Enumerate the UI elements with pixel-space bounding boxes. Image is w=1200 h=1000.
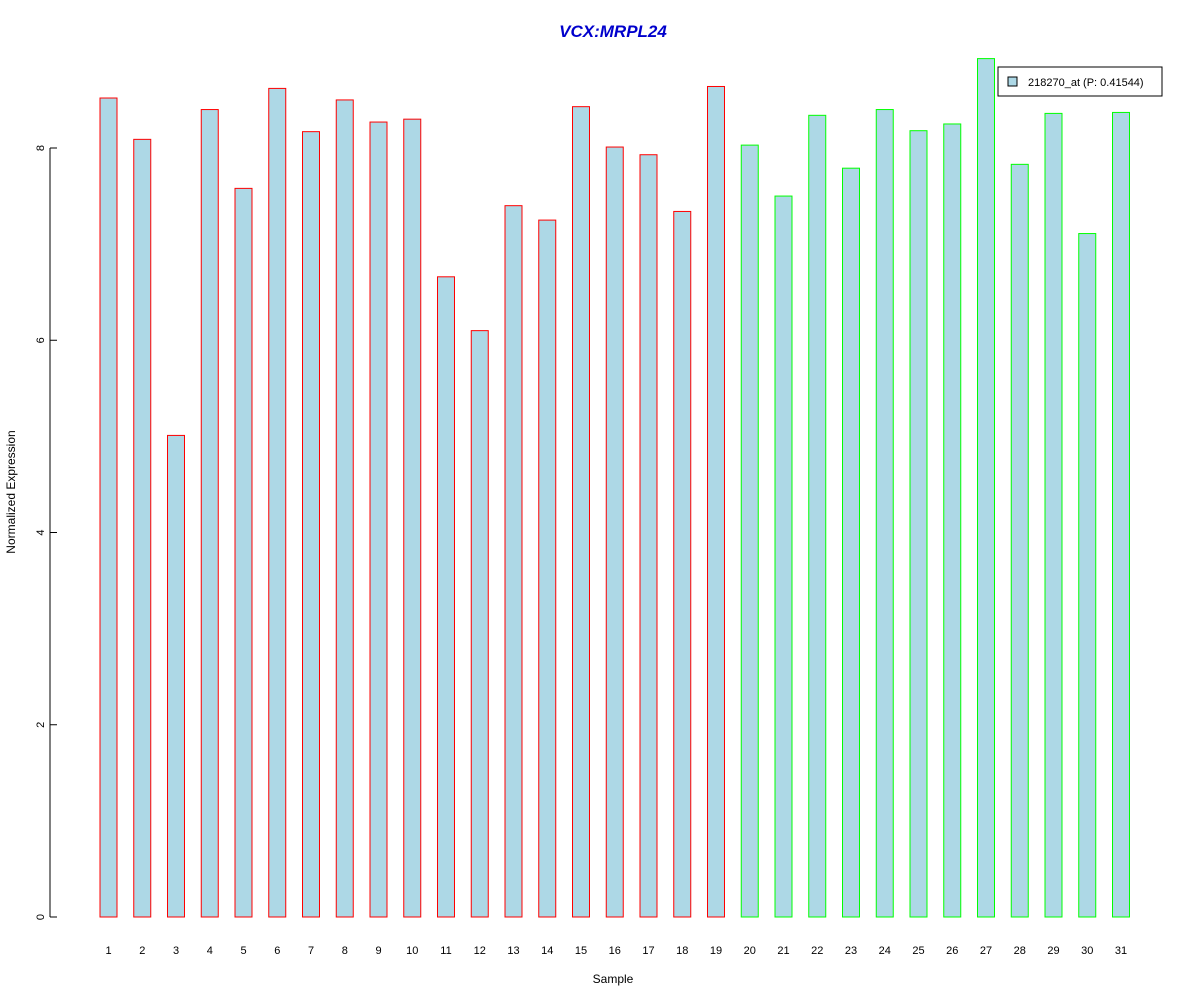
x-tick-label: 2 — [139, 945, 145, 957]
bar-sample-24 — [875, 109, 894, 918]
x-tick-label: 9 — [375, 945, 381, 957]
bar-sample-27 — [977, 58, 995, 918]
x-axis-label: Sample — [593, 972, 634, 986]
chart-title: VCX:MRPL24 — [559, 22, 667, 41]
bar-sample-16 — [605, 146, 624, 918]
bars-group — [99, 58, 1130, 918]
legend: 218270_at (P: 0.41544) — [997, 66, 1163, 97]
legend-label: 218270_at (P: 0.41544) — [1028, 77, 1144, 89]
x-tick-label: 15 — [575, 945, 587, 957]
x-tick-label: 4 — [207, 945, 213, 957]
x-tick-label: 24 — [879, 945, 891, 957]
bar-sample-21 — [774, 195, 793, 918]
y-tick-label: 8 — [35, 145, 47, 151]
bar-sample-26 — [943, 123, 962, 918]
x-tick-labels: 1 2 3 4 5 6 7 8 9 10 11 12 13 14 15 16 17 18 19 20 21 22 23 24 2… — [105, 945, 1127, 957]
x-tick-label: 28 — [1014, 945, 1026, 957]
x-tick-label: 13 — [507, 945, 519, 957]
bar-sample-29 — [1044, 112, 1063, 918]
x-tick-label: 29 — [1047, 945, 1059, 957]
legend-swatch — [1007, 76, 1018, 87]
x-tick-label: 21 — [777, 945, 789, 957]
legend-box — [997, 66, 1163, 97]
y-tick-label: 2 — [35, 722, 47, 728]
x-tick-label: 11 — [440, 945, 451, 957]
y-axis: 0 2 4 6 8 — [35, 145, 57, 920]
x-tick-label: 10 — [406, 945, 418, 957]
bar-sample-14 — [538, 219, 557, 918]
x-tick-label: 18 — [676, 945, 688, 957]
x-tick-label: 1 — [105, 945, 111, 957]
bar-sample-20 — [740, 144, 759, 918]
x-tick-label: 7 — [308, 945, 314, 957]
x-tick-label: 25 — [912, 945, 924, 957]
bar-sample-31 — [1112, 111, 1130, 918]
bar-sample-2 — [133, 138, 152, 918]
bar-sample-30 — [1078, 233, 1097, 918]
bar-sample-19 — [707, 85, 725, 918]
x-tick-label: 12 — [474, 945, 486, 957]
x-tick-label: 22 — [811, 945, 823, 957]
bar-sample-3 — [167, 434, 185, 918]
x-tick-label: 6 — [274, 945, 280, 957]
x-tick-label: 5 — [240, 945, 246, 957]
bar-sample-15 — [572, 106, 590, 918]
x-tick-label: 19 — [710, 945, 722, 957]
bar-sample-25 — [909, 130, 928, 918]
bar-sample-17 — [639, 154, 658, 918]
bar-sample-9 — [369, 121, 388, 918]
bar-sample-7 — [302, 131, 320, 918]
bar-sample-23 — [842, 167, 860, 918]
x-tick-label: 14 — [541, 945, 553, 957]
x-tick-label: 17 — [642, 945, 654, 957]
x-tick-label: 30 — [1081, 945, 1093, 957]
x-tick-label: 8 — [342, 945, 348, 957]
bar-sample-4 — [200, 109, 219, 918]
x-tick-label: 3 — [173, 945, 179, 957]
bar-sample-6 — [268, 87, 287, 918]
x-tick-label: 26 — [946, 945, 958, 957]
x-tick-label: 23 — [845, 945, 857, 957]
bar-sample-12 — [470, 330, 489, 918]
bar-sample-10 — [403, 118, 422, 918]
x-tick-label: 16 — [609, 945, 621, 957]
bar-sample-28 — [1010, 163, 1029, 918]
y-tick-label: 4 — [35, 529, 47, 535]
x-tick-label: 20 — [744, 945, 756, 957]
bar-sample-22 — [808, 114, 827, 918]
y-tick-label: 0 — [35, 914, 47, 920]
bar-sample-5 — [234, 187, 253, 918]
bar-sample-8 — [335, 99, 354, 918]
x-tick-label: 31 — [1115, 945, 1127, 957]
bar-sample-13 — [504, 205, 523, 918]
bar-sample-18 — [673, 210, 692, 918]
bar-sample-11 — [437, 276, 455, 918]
y-tick-label: 6 — [35, 337, 47, 343]
bar-sample-1 — [99, 97, 118, 918]
x-tick-label: 27 — [980, 945, 992, 957]
y-axis-label: Normalized Expression — [4, 430, 18, 553]
